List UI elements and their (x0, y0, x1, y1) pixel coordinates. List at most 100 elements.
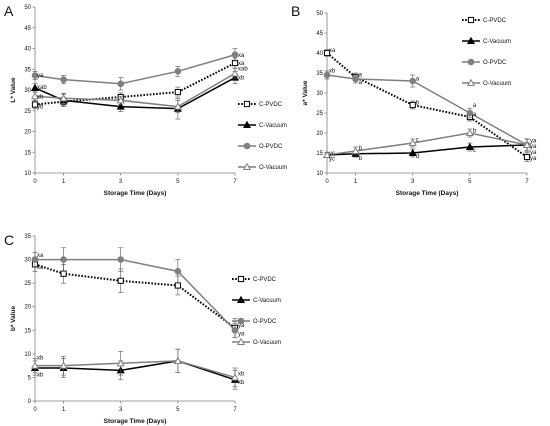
data-point (522, 140, 532, 149)
legend-swatch-marker (243, 142, 251, 150)
significance-label: xab (37, 85, 47, 91)
series-o-vacuum (30, 68, 240, 114)
data-point (60, 76, 67, 83)
x-axis-label: Storage Time (Days) (104, 190, 167, 197)
y-tick-label: 5 (28, 375, 32, 381)
significance-label: a (359, 80, 363, 86)
data-point (174, 282, 181, 289)
data-point (173, 102, 182, 110)
data-point (31, 72, 39, 79)
data-point (31, 101, 39, 108)
legend-swatch-marker (466, 36, 476, 45)
y-tick-label: 40 (24, 47, 31, 53)
y-tick-label: 15 (316, 151, 323, 157)
data-point (30, 83, 40, 91)
legend: C-PVDC C-Vacuum O-PVDC O-Vacuum (238, 100, 287, 171)
data-point (117, 277, 124, 284)
data-point (466, 109, 474, 117)
panel-letter: B (291, 3, 300, 19)
legend-swatch-marker (242, 162, 252, 171)
y-tick-label: 15 (24, 150, 31, 156)
x-tick-label: 3 (119, 407, 123, 413)
legend-entry: C-Vacuum (253, 298, 281, 304)
y-tick-label: 35 (24, 234, 31, 240)
series-line (35, 258, 236, 331)
x-tick-label: 0 (33, 407, 37, 413)
significance-label: ya (37, 73, 44, 79)
legend-swatch-marker (236, 337, 246, 346)
data-point (408, 138, 417, 147)
legend-swatch-marker (466, 78, 476, 87)
series-o-pvdc (31, 48, 239, 91)
data-point (116, 96, 125, 104)
data-point (323, 71, 331, 79)
legend-swatch-marker (467, 16, 475, 24)
x-tick-label: 1 (62, 407, 66, 413)
legend-entry: O-Vacuum (483, 81, 511, 87)
y-tick-label: 50 (24, 5, 31, 11)
data-point (116, 102, 125, 110)
significance-label: yc (329, 151, 335, 157)
significance-label: xa (238, 53, 245, 59)
data-point (323, 49, 331, 57)
data-point (322, 150, 332, 159)
significance-label: xa (37, 265, 44, 271)
data-point (409, 101, 416, 109)
y-axis-label: b* Value (10, 305, 17, 331)
y-tick-label: 10 (24, 352, 31, 358)
x-tick-label: 1 (62, 179, 66, 185)
series-o-pvdc (323, 70, 531, 152)
significance-label: xb (37, 356, 44, 362)
data-point (117, 256, 125, 263)
data-point (116, 359, 125, 367)
x-tick-label: 5 (176, 407, 180, 413)
x-axis-label: Storage Time (Days) (104, 418, 167, 425)
legend-entry: O-Vacuum (253, 340, 281, 346)
significance-label: a (473, 103, 477, 109)
data-point (60, 270, 67, 277)
y-axis-label: a* Value (302, 80, 309, 105)
x-tick-label: 3 (411, 179, 415, 185)
legend-entry: O-Vacuum (259, 165, 287, 171)
legend-swatch-marker (236, 295, 246, 304)
data-point (231, 51, 239, 59)
data-point (30, 361, 40, 369)
series-c-pvdc (31, 256, 239, 338)
data-point (523, 153, 531, 161)
x-tick-label: 7 (525, 179, 529, 185)
significance-label: a (416, 77, 420, 83)
data-point (30, 91, 40, 100)
panel-letter: A (4, 3, 14, 19)
y-tick-label: 10 (24, 171, 31, 177)
data-point (352, 75, 359, 83)
series-line (326, 52, 528, 158)
data-point (60, 256, 67, 263)
series-c-pvdc (323, 49, 531, 163)
legend-entry: C-Vacuum (483, 39, 511, 45)
significance-label: xa (329, 48, 336, 54)
significance-label: ya (530, 156, 537, 162)
series-o-vacuum (30, 348, 240, 388)
x-tick-label: 0 (33, 179, 37, 185)
significance-label: ya (530, 144, 537, 150)
legend-swatch-marker (243, 100, 251, 108)
significance-label: c (416, 137, 419, 143)
y-tick-label: 45 (24, 26, 31, 32)
significance-label: a (473, 112, 477, 118)
significance-label: xb (37, 95, 44, 101)
legend: C-PVDC C-Vacuum O-PVDC O-Vacuum (232, 275, 281, 346)
significance-label: c (473, 148, 476, 154)
data-point (465, 128, 474, 137)
series-o-pvdc (31, 247, 239, 338)
legend-swatch-marker (242, 120, 252, 129)
y-tick-label: 0 (28, 399, 32, 405)
y-axis-label: L* Value (10, 77, 17, 103)
legend-entry: O-PVDC (259, 144, 283, 150)
legend-swatch-marker (237, 275, 245, 283)
significance-label: yb (37, 105, 44, 111)
significance-label: xa (37, 253, 44, 259)
significance-label: b (359, 156, 363, 162)
legend-entry: C-PVDC (253, 277, 277, 283)
